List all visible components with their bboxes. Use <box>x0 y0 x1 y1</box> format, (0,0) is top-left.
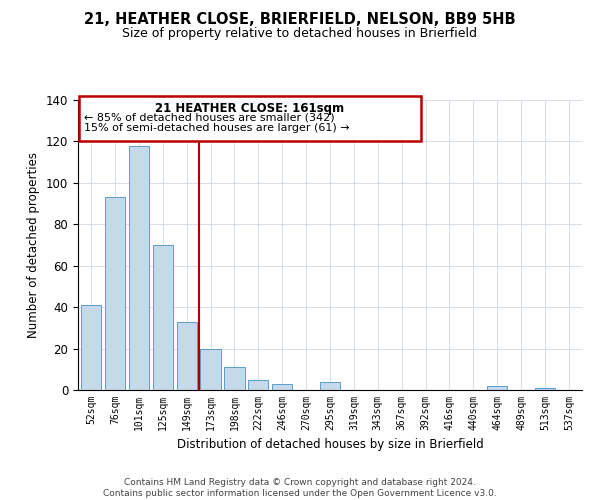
Bar <box>81 305 101 390</box>
Text: Contains HM Land Registry data © Crown copyright and database right 2024.
Contai: Contains HM Land Registry data © Crown c… <box>103 478 497 498</box>
Text: 21 HEATHER CLOSE: 161sqm: 21 HEATHER CLOSE: 161sqm <box>155 102 344 115</box>
Text: 15% of semi-detached houses are larger (61) →: 15% of semi-detached houses are larger (… <box>84 123 350 133</box>
Bar <box>105 198 125 390</box>
Bar <box>248 380 268 390</box>
Bar <box>272 384 292 390</box>
Bar <box>535 388 555 390</box>
Bar <box>487 386 508 390</box>
Bar <box>129 146 149 390</box>
Text: 21, HEATHER CLOSE, BRIERFIELD, NELSON, BB9 5HB: 21, HEATHER CLOSE, BRIERFIELD, NELSON, B… <box>84 12 516 28</box>
Bar <box>200 348 221 390</box>
Text: ← 85% of detached houses are smaller (342): ← 85% of detached houses are smaller (34… <box>84 112 335 122</box>
Bar <box>79 96 421 142</box>
Bar <box>320 382 340 390</box>
X-axis label: Distribution of detached houses by size in Brierfield: Distribution of detached houses by size … <box>176 438 484 452</box>
Bar <box>176 322 197 390</box>
Y-axis label: Number of detached properties: Number of detached properties <box>28 152 40 338</box>
Text: Size of property relative to detached houses in Brierfield: Size of property relative to detached ho… <box>122 28 478 40</box>
Bar <box>224 367 245 390</box>
Bar <box>152 245 173 390</box>
